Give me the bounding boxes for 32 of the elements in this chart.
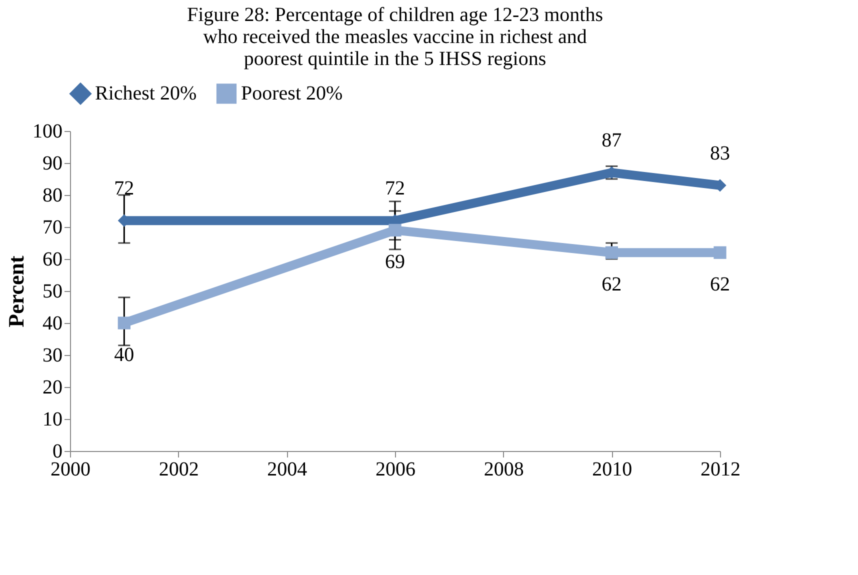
x-tick-label: 2012: [700, 458, 740, 480]
x-tick-label: 2006: [376, 458, 416, 480]
x-tick-label: 2004: [267, 458, 308, 480]
legend-label: Richest 20%: [95, 82, 197, 105]
data-label: 62: [602, 274, 622, 296]
y-tick-label: 60: [42, 248, 62, 270]
data-label: 83: [710, 142, 730, 164]
y-tick-label: 10: [42, 408, 62, 430]
y-tick-label: 20: [42, 376, 62, 398]
legend-label: Poorest 20%: [241, 82, 343, 105]
y-axis-title: Percent: [4, 255, 28, 328]
y-tick-label: 30: [42, 344, 62, 366]
data-label: 72: [114, 178, 134, 200]
x-tick-label: 2002: [158, 458, 199, 480]
point: [714, 246, 726, 259]
y-tick-label: 90: [42, 152, 62, 174]
point: [605, 246, 618, 259]
data-label: 40: [114, 344, 134, 366]
y-tick-label: 40: [42, 312, 62, 334]
y-tick-label: 80: [42, 184, 62, 206]
data-label: 69: [385, 251, 405, 274]
y-tick-label: 70: [42, 216, 62, 238]
point: [388, 224, 402, 237]
x-tick-label: 2008: [484, 458, 524, 480]
chart-title: Figure 28: Percentage of children age 12-23 months who received the measles vaccine in richest and poorest quintile in the 5 IHSS regions: [187, 4, 604, 70]
data-label: 72: [385, 178, 405, 200]
y-tick-label: 100: [32, 120, 62, 142]
point: [118, 316, 130, 330]
data-label: 62: [710, 274, 730, 296]
y-tick-label: 50: [42, 280, 62, 302]
data-label: 87: [602, 130, 622, 152]
x-tick-label: 2010: [592, 458, 632, 480]
